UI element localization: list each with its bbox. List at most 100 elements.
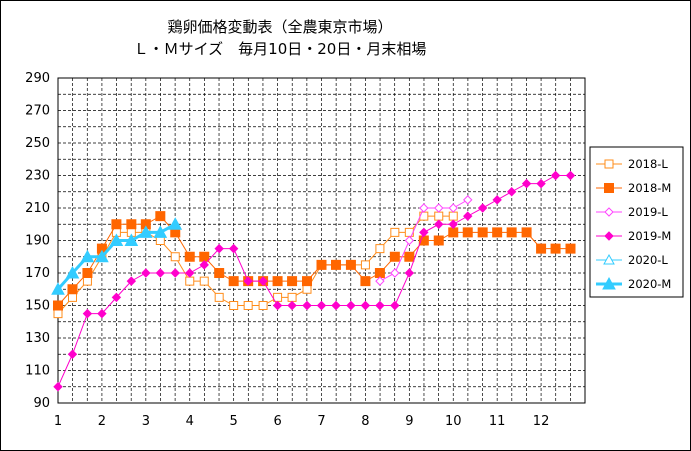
data-point: [199, 276, 209, 286]
data-point: [390, 227, 400, 237]
data-point: [109, 233, 124, 246]
data-point: [375, 276, 385, 286]
x-tick-label: 4: [186, 414, 194, 429]
data-point: [185, 276, 195, 286]
x-tick-label: 8: [361, 414, 369, 429]
data-point: [111, 219, 122, 230]
data-point: [404, 251, 415, 262]
series-2020-m: [51, 217, 183, 295]
y-tick-label: 130: [25, 331, 50, 346]
data-point: [126, 276, 137, 286]
data-point: [550, 243, 561, 254]
x-tick-label: 3: [142, 414, 150, 429]
data-point: [345, 259, 356, 270]
data-point: [331, 300, 341, 311]
data-point: [565, 170, 576, 181]
y-tick-label: 90: [33, 396, 50, 411]
data-point: [258, 301, 268, 310]
data-point: [214, 243, 224, 254]
data-point: [506, 227, 517, 238]
data-point: [492, 195, 502, 205]
x-tick-label: 11: [489, 414, 506, 429]
data-point: [228, 276, 239, 287]
series-2018-m: [53, 211, 576, 311]
data-point: [374, 268, 385, 278]
data-point: [389, 251, 400, 262]
data-point: [65, 265, 80, 279]
y-tick-label: 150: [25, 299, 50, 314]
data-point: [604, 159, 614, 169]
data-point: [53, 300, 63, 311]
data-point: [155, 268, 166, 278]
data-point: [375, 300, 385, 311]
data-point: [243, 301, 253, 310]
data-point: [287, 276, 298, 287]
data-point: [492, 227, 503, 238]
data-point: [506, 187, 517, 197]
x-tick-label: 10: [445, 414, 462, 429]
data-point: [214, 292, 224, 302]
data-point: [390, 268, 400, 278]
data-point: [477, 203, 488, 213]
data-point: [360, 260, 370, 270]
data-point: [550, 170, 561, 181]
data-point: [229, 301, 239, 310]
data-point: [184, 251, 195, 262]
data-point: [419, 203, 429, 213]
data-point: [185, 268, 195, 278]
legend-item: 2018-M: [596, 181, 671, 195]
data-point: [360, 276, 371, 287]
data-point: [53, 309, 63, 319]
x-tick-label: 12: [533, 414, 550, 429]
data-point: [448, 211, 458, 221]
data-point: [604, 231, 614, 241]
data-point: [434, 219, 444, 229]
legend-label: 2020-L: [628, 253, 668, 267]
data-point: [434, 211, 444, 221]
legend-box: [589, 146, 684, 298]
legend-label: 2019-L: [628, 205, 668, 219]
data-point: [477, 227, 488, 238]
data-point: [243, 276, 253, 286]
data-point: [603, 253, 615, 265]
data-point: [390, 300, 400, 311]
data-point: [272, 276, 283, 287]
data-point: [404, 268, 415, 278]
x-tick-label: 5: [230, 414, 238, 429]
data-point: [67, 292, 77, 302]
y-tick-label: 250: [25, 136, 50, 151]
y-tick-label: 230: [25, 169, 50, 184]
data-point: [82, 308, 93, 319]
data-point: [462, 227, 473, 238]
data-point: [330, 259, 341, 270]
data-point: [126, 219, 137, 230]
data-point: [272, 300, 283, 311]
y-tick-label: 110: [25, 364, 50, 379]
data-point: [199, 260, 209, 270]
series-2019-l: [375, 195, 473, 286]
data-point: [463, 195, 473, 205]
data-point: [316, 300, 327, 311]
data-point: [258, 276, 268, 286]
data-point: [521, 227, 532, 238]
y-tick-label: 290: [25, 71, 50, 86]
data-point: [602, 276, 616, 290]
x-tick-label: 9: [405, 414, 413, 429]
data-point: [53, 382, 63, 392]
data-point: [302, 300, 312, 311]
data-point: [214, 268, 225, 278]
legend-label: 2018-M: [628, 181, 671, 195]
series-2019-m: [53, 170, 576, 392]
data-point: [433, 235, 444, 246]
data-point: [536, 178, 546, 189]
legend-item: 2020-M: [596, 276, 671, 291]
data-point: [448, 203, 458, 213]
y-tick-label: 190: [25, 234, 50, 249]
data-point: [302, 276, 313, 287]
data-point: [124, 233, 139, 246]
x-tick-label: 7: [317, 414, 325, 429]
data-point: [138, 225, 153, 238]
data-point: [419, 227, 429, 238]
data-point: [82, 276, 92, 286]
